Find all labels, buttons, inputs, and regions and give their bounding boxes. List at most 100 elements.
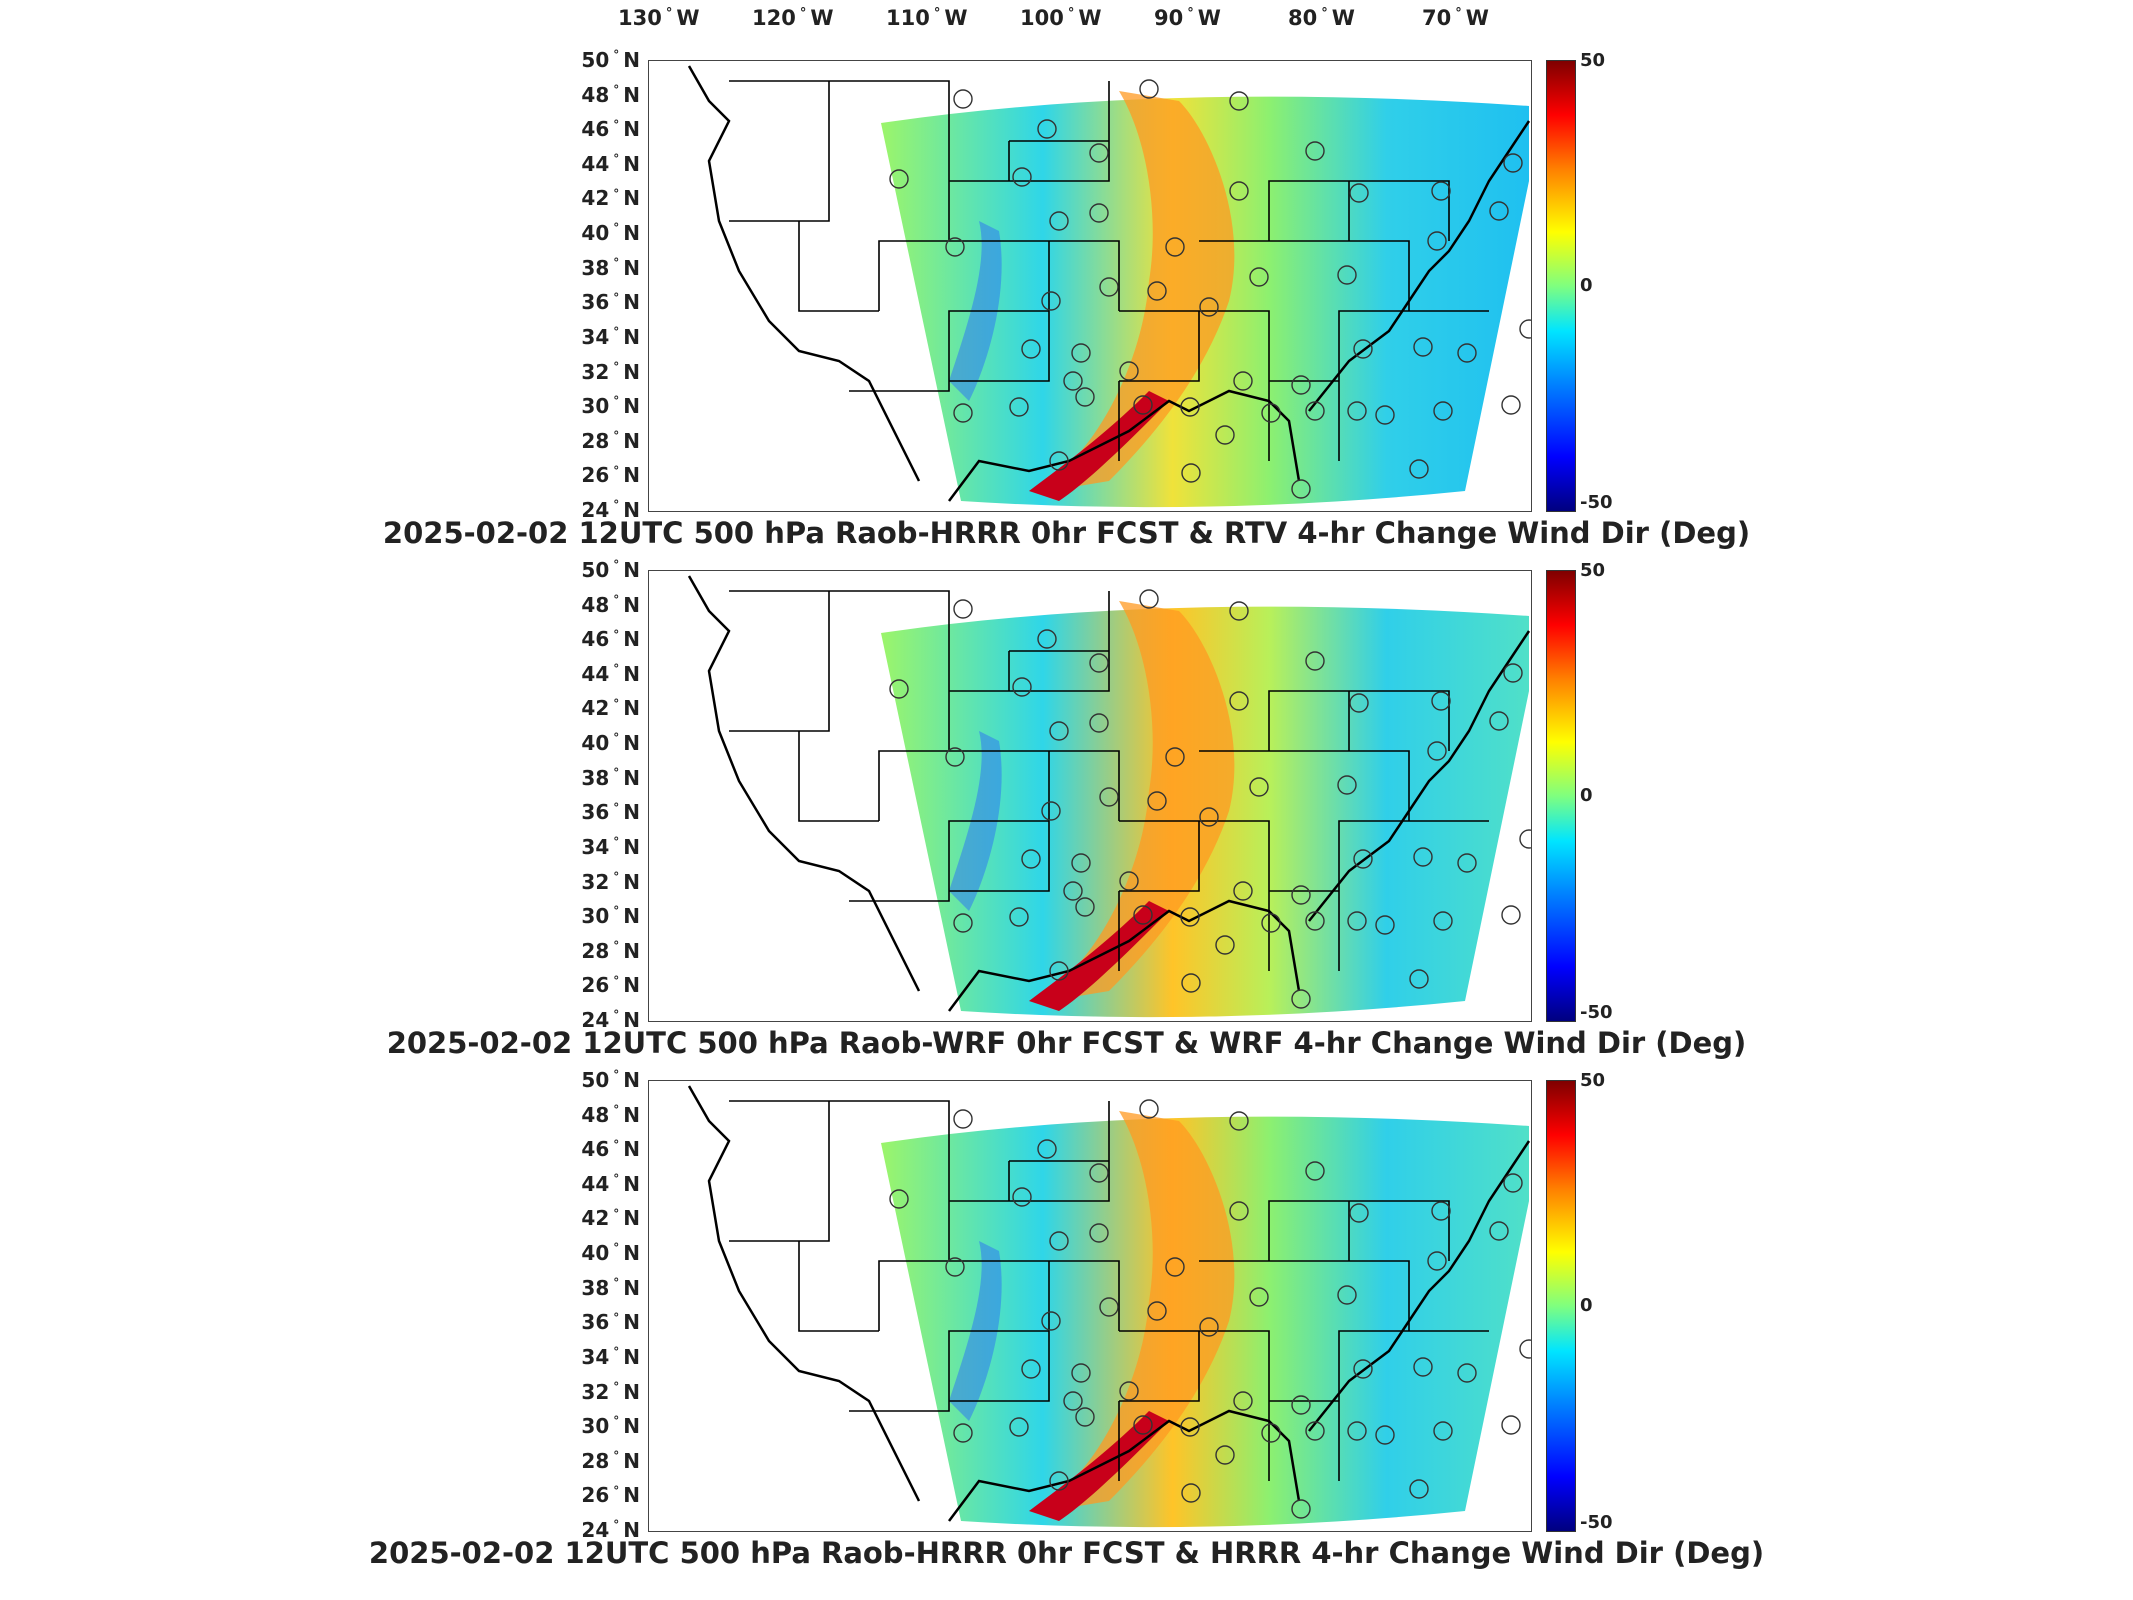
station-marker: [1021, 849, 1041, 869]
station-marker: [1503, 663, 1523, 683]
station-marker: [1037, 119, 1057, 139]
station-marker: [1089, 713, 1109, 733]
latitude-label: 28 ° N: [581, 428, 640, 453]
panel-title: 2025-02-02 12UTC 500 hPa Raob-HRRR 0hr F…: [382, 516, 1751, 550]
station-marker: [1229, 601, 1249, 621]
station-marker: [1349, 183, 1369, 203]
station-marker: [1147, 281, 1167, 301]
latitude-label: 34 ° N: [581, 1344, 640, 1369]
station-marker: [1353, 849, 1373, 869]
station-marker: [1199, 297, 1219, 317]
station-marker: [1233, 881, 1253, 901]
latitude-label: 34 ° N: [581, 324, 640, 349]
latitude-label: 40 ° N: [581, 1241, 640, 1266]
station-marker: [1249, 777, 1269, 797]
latitude-label: 28 ° N: [581, 1448, 640, 1473]
station-marker: [1353, 1359, 1373, 1379]
station-marker: [1147, 1301, 1167, 1321]
map-panel-2: 50 ° N 48 ° N 46 ° N 44 ° N 42 ° N 40 ° N 38 ° N 36 ° N 34 ° N 32 ° N…: [0, 558, 2133, 1078]
station-marker: [1457, 853, 1477, 873]
station-marker: [1215, 425, 1235, 445]
map-frame: [648, 60, 1532, 512]
station-marker: [1457, 343, 1477, 363]
station-marker: [1089, 653, 1109, 673]
latitude-label: 26 ° N: [581, 1483, 640, 1508]
station-marker: [1099, 787, 1119, 807]
latitude-label: 32 ° N: [581, 359, 640, 384]
station-marker: [1433, 911, 1453, 931]
latitude-label: 42 ° N: [581, 696, 640, 721]
latitude-label: 32 ° N: [581, 869, 640, 894]
latitude-label: 36 ° N: [581, 800, 640, 825]
station-marker: [1305, 401, 1325, 421]
state-borders: [729, 590, 1489, 971]
station-marker: [1431, 691, 1451, 711]
longitude-label: 70 ° W: [1422, 6, 1489, 30]
station-marker: [1049, 211, 1069, 231]
longitude-label: 130 ° W: [618, 6, 700, 30]
station-marker: [1261, 403, 1281, 423]
station-marker: [1431, 181, 1451, 201]
station-marker: [1063, 1391, 1083, 1411]
latitude-label: 38 ° N: [581, 765, 640, 790]
station-marker: [1012, 167, 1032, 187]
station-marker: [1427, 231, 1447, 251]
panel-title: 2025-02-02 12UTC 500 hPa Raob-HRRR 0hr F…: [368, 1536, 1765, 1570]
station-marker: [953, 913, 973, 933]
latitude-label: 30 ° N: [581, 904, 640, 929]
station-marker: [1119, 361, 1139, 381]
latitude-label: 40 ° N: [581, 221, 640, 246]
station-marker: [1347, 401, 1367, 421]
station-marker: [1375, 915, 1395, 935]
station-marker: [1199, 807, 1219, 827]
station-marker: [1501, 395, 1521, 415]
station-marker: [1021, 339, 1041, 359]
station-marker: [1501, 905, 1521, 925]
station-marker: [1199, 1317, 1219, 1337]
latitude-label: 46 ° N: [581, 1137, 640, 1162]
station-marker: [1413, 1357, 1433, 1377]
latitude-label: 48 ° N: [581, 82, 640, 107]
latitude-label: 42 ° N: [581, 186, 640, 211]
latitude-label: 50 ° N: [581, 558, 640, 582]
station-marker: [1337, 265, 1357, 285]
station-marker: [1489, 1221, 1509, 1241]
latitude-label: 36 ° N: [581, 1310, 640, 1335]
station-marker: [1165, 237, 1185, 257]
station-marker: [1337, 775, 1357, 795]
station-marker: [1291, 479, 1311, 499]
map-frame: [648, 570, 1532, 1022]
station-marker: [1503, 153, 1523, 173]
longitude-label: 80 ° W: [1288, 6, 1355, 30]
station-marker: [953, 1423, 973, 1443]
station-marker: [1349, 693, 1369, 713]
station-marker: [1139, 1099, 1159, 1119]
station-marker: [1409, 969, 1429, 989]
station-marker: [1249, 1287, 1269, 1307]
station-marker: [1519, 319, 1531, 339]
station-marker: [889, 169, 909, 189]
station-marker: [1049, 1471, 1069, 1491]
station-marker: [889, 1189, 909, 1209]
station-marker: [1291, 1499, 1311, 1519]
latitude-label: 42 ° N: [581, 1206, 640, 1231]
latitude-label: 34 ° N: [581, 834, 640, 859]
station-marker: [1305, 651, 1325, 671]
warm-band: [1049, 1111, 1235, 1511]
longitude-label: 110 ° W: [886, 6, 968, 30]
latitude-label: 30 ° N: [581, 394, 640, 419]
latitude-label: 44 ° N: [581, 661, 640, 686]
station-marker: [1165, 1257, 1185, 1277]
station-marker: [1413, 337, 1433, 357]
station-marker: [1089, 203, 1109, 223]
latitude-label: 48 ° N: [581, 592, 640, 617]
station-marker: [1305, 911, 1325, 931]
latitude-label: 26 ° N: [581, 463, 640, 488]
station-marker: [1229, 91, 1249, 111]
latitude-label: 44 ° N: [581, 151, 640, 176]
station-marker: [1305, 1161, 1325, 1181]
station-marker: [1519, 1339, 1531, 1359]
station-marker: [1012, 677, 1032, 697]
longitude-label: 120 ° W: [752, 6, 834, 30]
station-marker: [1133, 1415, 1153, 1435]
